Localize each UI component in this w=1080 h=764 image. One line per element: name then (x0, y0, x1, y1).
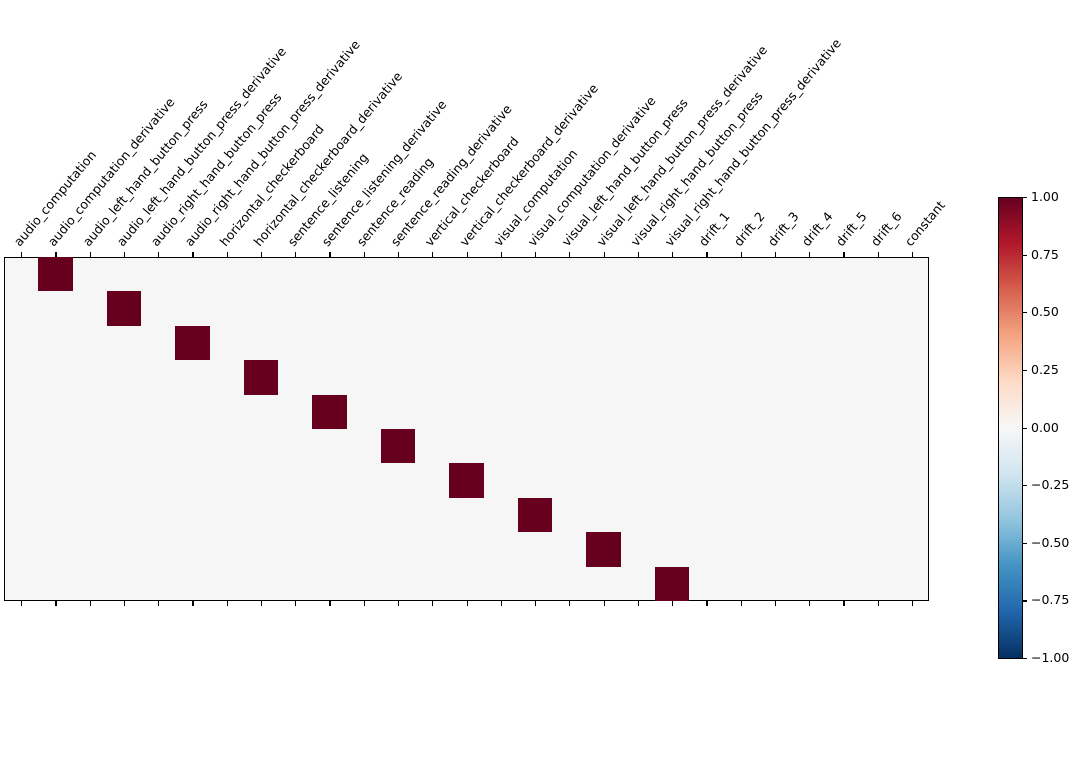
x-tick-top (295, 252, 297, 257)
x-tick-top (740, 252, 742, 257)
colorbar-tick-label: 1.00 (1031, 189, 1059, 204)
x-tick-bottom (740, 601, 742, 606)
x-tick-bottom (706, 601, 708, 606)
colorbar-tick-label: −0.25 (1031, 477, 1070, 493)
x-tick-top (603, 252, 605, 257)
x-tick-top (226, 252, 228, 257)
column-label: drift_5 (832, 208, 870, 249)
x-tick-top (809, 252, 811, 257)
x-tick-top (192, 252, 194, 257)
colorbar-tick (1023, 542, 1027, 544)
x-tick-bottom (911, 601, 914, 606)
x-tick-top (569, 252, 571, 257)
colorbar-tick-label: 0.25 (1031, 361, 1059, 377)
x-tick-bottom (226, 601, 228, 606)
column-label: drift_2 (730, 208, 768, 249)
x-tick-top (158, 252, 160, 257)
x-tick-top (877, 252, 879, 257)
colorbar-tick-label: 0.00 (1031, 419, 1059, 435)
matrix-cell (586, 532, 621, 567)
colorbar-tick-label: −0.75 (1031, 592, 1070, 608)
colorbar: 1.00 0.75 0.50 0.25 0.00 −0.25 −0.50 −0.75 −1.00 (998, 190, 1069, 665)
matrix-cell (243, 360, 279, 395)
x-tick-top (774, 252, 777, 257)
x-tick-top (466, 252, 468, 257)
x-tick-bottom (535, 601, 537, 606)
x-tick-bottom (603, 601, 605, 606)
x-tick-top (500, 252, 502, 257)
x-tick-bottom (466, 601, 468, 606)
x-tick-bottom (397, 601, 400, 606)
matrix-cell (175, 325, 210, 361)
x-tick-bottom (432, 601, 434, 606)
x-tick-top (397, 252, 400, 257)
matrix-cell (38, 257, 73, 292)
x-tick-bottom (295, 601, 297, 606)
colorbar-tick (1023, 427, 1027, 429)
matrix-cell (380, 429, 416, 464)
x-tick-top (672, 252, 674, 257)
x-tick-top (123, 252, 126, 257)
colorbar-tick (1023, 312, 1027, 314)
column-label: constant (901, 197, 948, 249)
x-tick-top (55, 252, 57, 257)
colorbar-tick-label: −1.00 (1031, 650, 1070, 665)
colorbar-tick-label: 0.75 (1031, 246, 1059, 262)
colorbar-tick (1023, 600, 1027, 602)
x-tick-top (432, 252, 434, 257)
x-tick-top (21, 252, 23, 257)
column-label: drift_6 (867, 208, 905, 249)
x-tick-top (911, 252, 914, 257)
x-tick-bottom (809, 601, 811, 606)
column-label: drift_4 (798, 208, 836, 249)
colorbar-gradient (998, 197, 1023, 659)
x-tick-bottom (672, 601, 674, 606)
x-tick-bottom (637, 601, 639, 606)
x-tick-bottom (843, 601, 845, 606)
x-tick-bottom (363, 601, 365, 606)
x-tick-top (535, 252, 537, 257)
colorbar-tick-label: −0.50 (1031, 534, 1070, 550)
x-tick-top (637, 252, 639, 257)
x-tick-bottom (260, 601, 263, 606)
x-tick-top (363, 252, 365, 257)
colorbar-tick (1023, 197, 1027, 199)
colorbar-tick-label: 0.50 (1031, 304, 1059, 320)
colorbar-tick (1023, 369, 1027, 372)
x-tick-bottom (877, 601, 879, 606)
x-tick-bottom (192, 601, 194, 606)
x-tick-top (89, 252, 91, 257)
contrast-matrix-plot (4, 257, 929, 601)
x-tick-top (260, 252, 263, 257)
colorbar-tick (1023, 254, 1027, 256)
matrix-cell (449, 463, 484, 498)
matrix-cell (106, 291, 142, 326)
x-tick-top (329, 252, 331, 257)
x-tick-bottom (329, 601, 331, 606)
x-tick-bottom (123, 601, 126, 606)
x-tick-bottom (569, 601, 571, 606)
colorbar-tick (1023, 658, 1027, 660)
column-label: drift_3 (764, 208, 802, 249)
x-tick-bottom (500, 601, 502, 606)
x-tick-bottom (89, 601, 91, 606)
matrix-cell (517, 497, 553, 533)
x-tick-bottom (21, 601, 23, 606)
x-tick-bottom (158, 601, 160, 606)
matrix-cell (654, 566, 690, 601)
x-tick-bottom (55, 601, 57, 606)
column-label: drift_1 (695, 208, 733, 249)
x-tick-top (843, 252, 845, 257)
x-tick-bottom (774, 601, 777, 606)
matrix-cell (312, 394, 347, 429)
x-tick-top (706, 252, 708, 257)
colorbar-tick (1023, 485, 1027, 487)
